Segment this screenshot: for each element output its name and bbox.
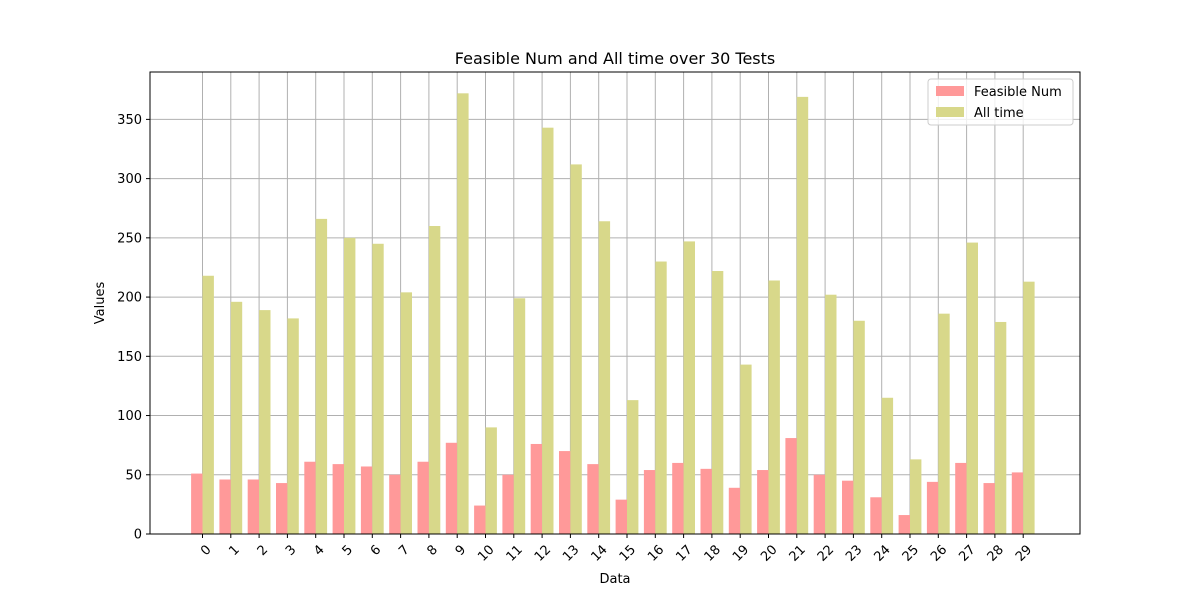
bar-feasible-num bbox=[276, 483, 288, 534]
bar-feasible-num bbox=[785, 438, 797, 534]
bar-feasible-num bbox=[870, 497, 882, 534]
bar-all-time bbox=[230, 301, 243, 534]
bar-feasible-num bbox=[757, 470, 769, 534]
bar-all-time bbox=[570, 164, 582, 534]
bar-all-time bbox=[994, 321, 1007, 534]
bar-feasible-num bbox=[360, 466, 373, 534]
bar-all-time bbox=[1023, 281, 1035, 534]
bar-all-time bbox=[400, 292, 412, 534]
y-tick-label: 100 bbox=[117, 409, 142, 424]
bar-all-time bbox=[683, 241, 695, 534]
bar-all-time bbox=[287, 318, 299, 534]
bar-all-time bbox=[711, 271, 724, 534]
bar-all-time bbox=[910, 459, 922, 534]
bar-all-time bbox=[655, 261, 667, 534]
bar-feasible-num bbox=[955, 462, 967, 534]
bar-all-time bbox=[513, 298, 526, 534]
bar-all-time bbox=[457, 93, 469, 535]
legend: Feasible Num All time bbox=[927, 78, 1074, 126]
bar-feasible-num bbox=[332, 464, 344, 534]
bar-all-time bbox=[428, 226, 441, 534]
legend-box bbox=[927, 78, 1074, 126]
bar-feasible-num bbox=[728, 487, 741, 534]
bar-all-time bbox=[938, 313, 950, 534]
bar-feasible-num bbox=[615, 499, 627, 534]
bar-feasible-num bbox=[643, 470, 656, 534]
bar-all-time bbox=[768, 280, 780, 534]
x-axis-label: Data bbox=[599, 572, 630, 587]
plot-frame bbox=[149, 71, 1081, 535]
legend-label: Feasible Num bbox=[974, 85, 1062, 100]
bar-feasible-num bbox=[445, 442, 458, 534]
y-tick-label: 150 bbox=[117, 350, 142, 365]
bar-feasible-num bbox=[530, 443, 543, 534]
bar-all-time bbox=[966, 242, 978, 535]
bar-all-time bbox=[259, 310, 271, 534]
bar-all-time bbox=[485, 427, 497, 534]
y-tick-label: 200 bbox=[117, 291, 142, 306]
bar-feasible-num bbox=[219, 479, 231, 534]
bar-feasible-num bbox=[898, 515, 910, 534]
bars bbox=[191, 93, 1035, 535]
bar-feasible-num bbox=[813, 474, 826, 534]
bar-feasible-num bbox=[502, 474, 514, 534]
bar-all-time bbox=[315, 218, 328, 534]
bar-feasible-num bbox=[1011, 472, 1024, 534]
y-tick-label: 0 bbox=[134, 528, 142, 543]
bar-all-time bbox=[740, 364, 752, 534]
y-tick-label: 350 bbox=[117, 113, 142, 128]
bar-feasible-num bbox=[559, 451, 571, 534]
bar-all-time bbox=[853, 320, 865, 534]
bar-all-time bbox=[542, 127, 554, 534]
bar-all-time bbox=[881, 397, 894, 534]
bar-feasible-num bbox=[191, 473, 203, 534]
bar-feasible-num bbox=[700, 468, 712, 534]
bar-feasible-num bbox=[926, 481, 939, 534]
y-axis-label: Values bbox=[93, 282, 108, 325]
bar-feasible-num bbox=[842, 480, 854, 534]
bar-all-time bbox=[627, 400, 639, 534]
chart-title: Feasible Num and All time over 30 Tests bbox=[455, 49, 775, 68]
legend-label: All time bbox=[974, 106, 1024, 121]
bar-feasible-num bbox=[389, 474, 401, 534]
bar-all-time bbox=[796, 96, 809, 534]
bar-feasible-num bbox=[587, 464, 599, 534]
y-tick-label: 50 bbox=[125, 468, 142, 483]
bar-feasible-num bbox=[474, 505, 486, 534]
bar-feasible-num bbox=[247, 479, 260, 534]
bar-feasible-num bbox=[304, 461, 316, 534]
legend-swatch bbox=[936, 107, 964, 117]
bar-all-time bbox=[372, 243, 384, 534]
bar-feasible-num bbox=[983, 483, 995, 534]
bar-all-time bbox=[598, 221, 611, 534]
bar-all-time bbox=[825, 294, 837, 534]
bar-all-time bbox=[202, 275, 214, 534]
y-tick-label: 250 bbox=[117, 231, 142, 246]
bar-feasible-num bbox=[672, 462, 684, 534]
bar-feasible-num bbox=[417, 461, 429, 534]
y-tick-label: 300 bbox=[117, 172, 142, 187]
legend-swatch bbox=[936, 86, 964, 96]
bar-all-time bbox=[344, 237, 356, 534]
